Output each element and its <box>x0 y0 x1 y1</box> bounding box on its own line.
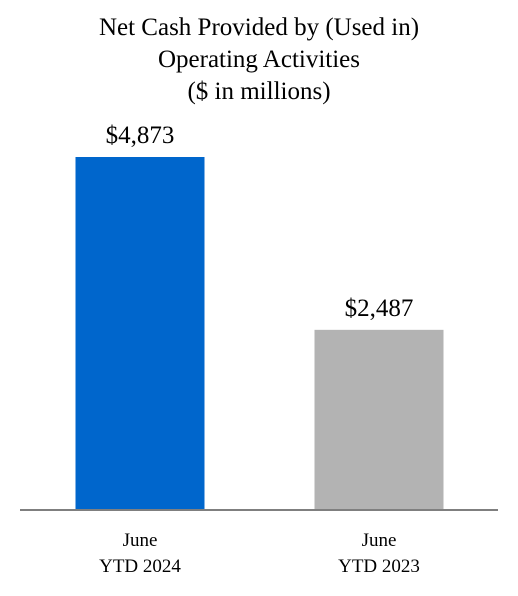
x-tick-label-2-line-1: June <box>362 530 397 551</box>
chart-title-line-2: Operating Activities <box>157 46 361 73</box>
x-tick-label-1-line-2: YTD 2024 <box>99 556 181 577</box>
x-tick-label-1-line-1: June <box>123 530 158 551</box>
chart-title-line-1: Net Cash Provided by (Used in) <box>98 14 420 41</box>
chart-title: Net Cash Provided by (Used in) Operating… <box>0 12 518 108</box>
data-label-2: $2,487 <box>345 295 414 322</box>
bar-2 <box>314 329 444 510</box>
x-tick-label-2-line-2: YTD 2023 <box>338 556 420 577</box>
bar-1 <box>75 157 205 510</box>
chart-title-line-3: ($ in millions) <box>187 78 331 105</box>
data-label-1: $4,873 <box>106 122 175 149</box>
